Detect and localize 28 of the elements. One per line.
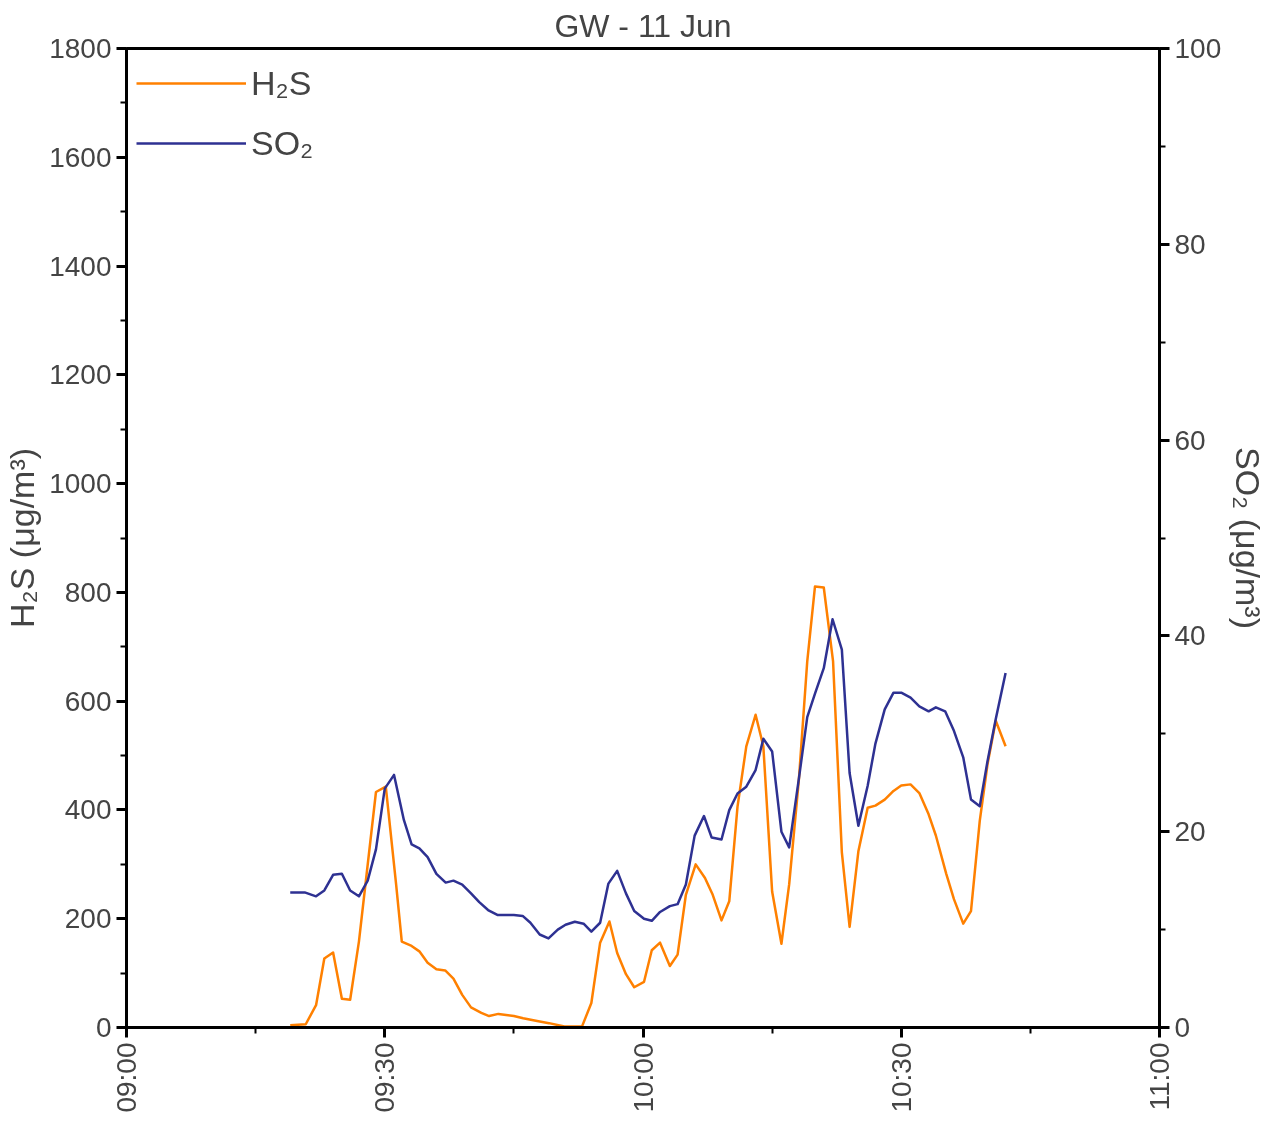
y-tick-label: 1800 <box>49 33 112 64</box>
y2-tick-label: 0 <box>1174 1012 1191 1043</box>
y2-tick-label: 80 <box>1174 228 1206 260</box>
chart-title: GW - 11 Jun <box>554 7 732 44</box>
y-tick-label: 200 <box>64 903 112 935</box>
line-series <box>288 585 1007 1028</box>
x-tick-label: 09:00 <box>111 1042 142 1113</box>
legend-label: SO₂ <box>251 122 314 164</box>
y-tick-label: 1600 <box>49 141 112 173</box>
y-tick-label: 800 <box>64 576 112 608</box>
y2-tick-label: 100 <box>1174 33 1222 64</box>
y-tick-label: 1200 <box>49 359 112 391</box>
y2-tick-label: 40 <box>1174 620 1206 652</box>
x-tick-label: 09:30 <box>369 1042 401 1113</box>
x-tick-label: 10:30 <box>885 1042 917 1113</box>
line-series <box>288 618 1007 940</box>
y-tick-label: 600 <box>64 685 112 717</box>
x-tick-label: 10:00 <box>627 1042 659 1113</box>
y-tick-label: 0 <box>95 1012 112 1043</box>
y-axis-title: H₂S (μg/m³) <box>3 447 42 629</box>
y2-axis-title: SO₂ (μg/m³) <box>1229 447 1268 630</box>
legend-label: H₂S <box>251 62 312 104</box>
y-tick-label: 1000 <box>49 468 112 500</box>
y-tick-label: 400 <box>64 794 112 826</box>
y2-tick-label: 60 <box>1174 424 1206 456</box>
x-tick-label: 11:00 <box>1144 1042 1175 1111</box>
y-tick-label: 1400 <box>49 250 112 282</box>
y2-tick-label: 20 <box>1174 816 1206 848</box>
